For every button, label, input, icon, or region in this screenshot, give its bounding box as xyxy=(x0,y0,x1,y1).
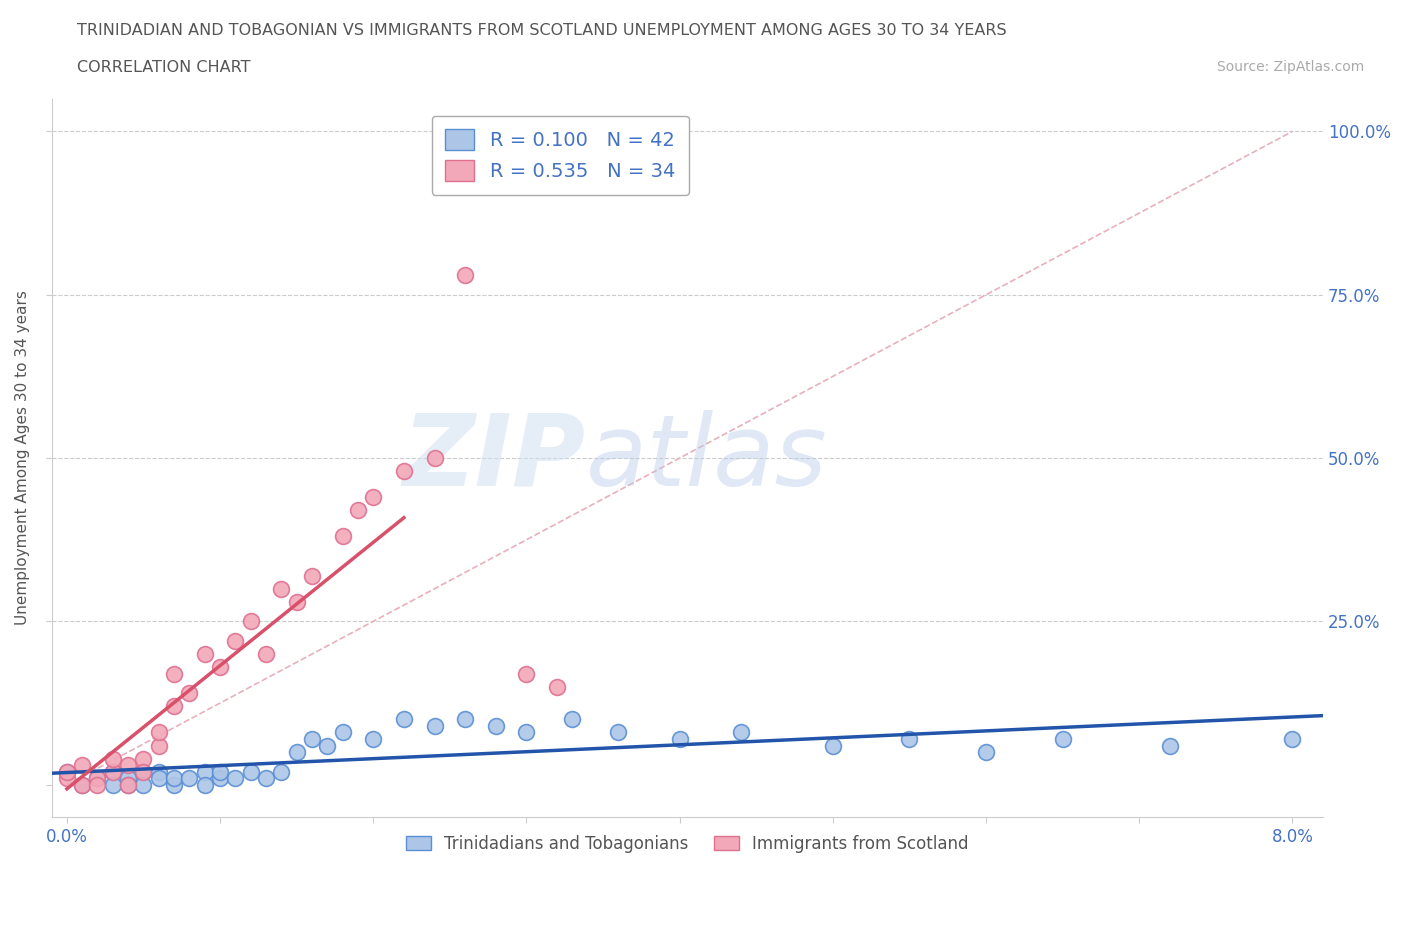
Point xyxy=(898,732,921,747)
Point xyxy=(148,725,170,740)
Point xyxy=(361,490,384,505)
Point xyxy=(1281,732,1303,747)
Point xyxy=(117,771,139,786)
Point xyxy=(254,646,277,661)
Point xyxy=(224,771,246,786)
Point xyxy=(392,712,415,727)
Point xyxy=(270,581,292,596)
Point xyxy=(485,719,508,734)
Point xyxy=(209,659,232,674)
Point xyxy=(209,771,232,786)
Point xyxy=(454,268,477,283)
Point xyxy=(70,777,93,792)
Point xyxy=(454,712,477,727)
Point xyxy=(423,719,446,734)
Text: Source: ZipAtlas.com: Source: ZipAtlas.com xyxy=(1216,60,1364,74)
Point xyxy=(148,771,170,786)
Point xyxy=(117,777,139,792)
Point xyxy=(1052,732,1074,747)
Point xyxy=(270,764,292,779)
Point xyxy=(194,777,217,792)
Point xyxy=(163,698,186,713)
Point xyxy=(515,666,537,681)
Point xyxy=(163,777,186,792)
Point xyxy=(332,529,354,544)
Point xyxy=(546,679,568,694)
Point xyxy=(285,594,308,609)
Point xyxy=(347,503,370,518)
Point xyxy=(239,764,262,779)
Point xyxy=(70,777,93,792)
Point xyxy=(301,568,323,583)
Y-axis label: Unemployment Among Ages 30 to 34 years: Unemployment Among Ages 30 to 34 years xyxy=(15,290,30,626)
Point xyxy=(974,745,997,760)
Point xyxy=(56,771,79,786)
Point xyxy=(56,764,79,779)
Point xyxy=(148,738,170,753)
Point xyxy=(117,777,139,792)
Point xyxy=(56,764,79,779)
Point xyxy=(1159,738,1181,753)
Point xyxy=(515,725,537,740)
Point xyxy=(101,777,124,792)
Text: atlas: atlas xyxy=(586,409,827,507)
Legend: Trinidadians and Tobagonians, Immigrants from Scotland: Trinidadians and Tobagonians, Immigrants… xyxy=(399,828,976,859)
Point xyxy=(821,738,844,753)
Point xyxy=(730,725,752,740)
Point xyxy=(668,732,690,747)
Point xyxy=(86,771,108,786)
Text: CORRELATION CHART: CORRELATION CHART xyxy=(77,60,250,75)
Point xyxy=(485,156,508,171)
Point xyxy=(132,777,155,792)
Point xyxy=(392,464,415,479)
Point xyxy=(332,725,354,740)
Point xyxy=(316,738,339,753)
Point xyxy=(148,764,170,779)
Point xyxy=(132,751,155,766)
Point xyxy=(224,633,246,648)
Point xyxy=(101,764,124,779)
Point xyxy=(607,725,630,740)
Point xyxy=(163,666,186,681)
Point xyxy=(179,771,201,786)
Point xyxy=(86,777,108,792)
Point xyxy=(254,771,277,786)
Point xyxy=(70,758,93,773)
Point xyxy=(561,712,583,727)
Point xyxy=(163,771,186,786)
Point xyxy=(285,745,308,760)
Point xyxy=(301,732,323,747)
Point xyxy=(361,732,384,747)
Point xyxy=(132,764,155,779)
Point xyxy=(209,764,232,779)
Point xyxy=(86,771,108,786)
Point xyxy=(194,764,217,779)
Text: TRINIDADIAN AND TOBAGONIAN VS IMMIGRANTS FROM SCOTLAND UNEMPLOYMENT AMONG AGES 3: TRINIDADIAN AND TOBAGONIAN VS IMMIGRANTS… xyxy=(77,23,1007,38)
Point xyxy=(194,646,217,661)
Point xyxy=(101,751,124,766)
Point xyxy=(117,758,139,773)
Point xyxy=(239,614,262,629)
Point xyxy=(132,764,155,779)
Point xyxy=(179,685,201,700)
Text: ZIP: ZIP xyxy=(402,409,586,507)
Point xyxy=(101,764,124,779)
Point xyxy=(423,451,446,466)
